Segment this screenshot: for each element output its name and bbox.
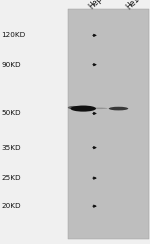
Text: 50KD: 50KD [2,111,21,116]
Ellipse shape [88,108,108,109]
Text: He1a: He1a [124,0,145,11]
Text: 20KD: 20KD [2,203,21,209]
Ellipse shape [70,105,96,112]
FancyBboxPatch shape [68,9,149,239]
Ellipse shape [109,107,128,110]
Text: 90KD: 90KD [2,62,21,68]
Text: HepG2: HepG2 [87,0,112,11]
Text: 25KD: 25KD [2,175,21,181]
Text: 120KD: 120KD [2,32,26,38]
FancyBboxPatch shape [0,0,68,244]
Ellipse shape [68,106,79,109]
Text: 35KD: 35KD [2,145,21,151]
